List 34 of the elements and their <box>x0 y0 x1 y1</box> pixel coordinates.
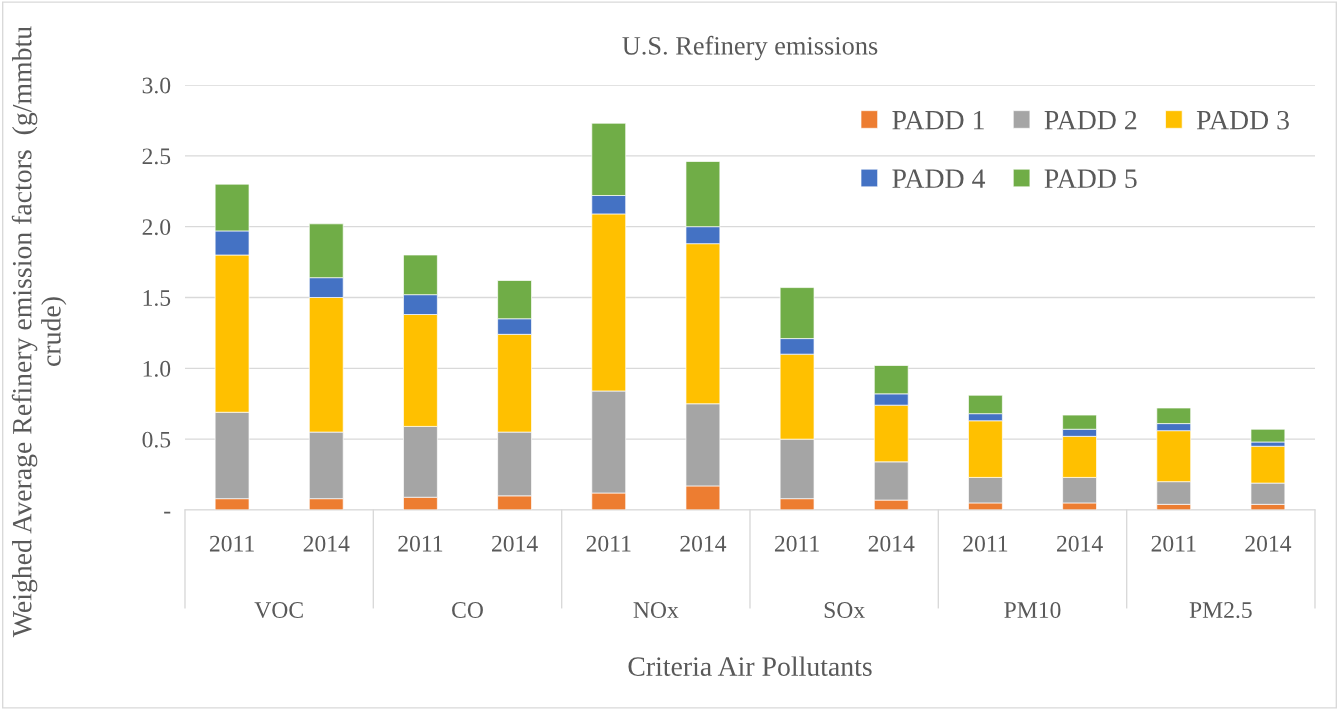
x-tick-label: 2014 <box>680 535 727 552</box>
x-tick-label: 2011 <box>774 535 819 552</box>
y-tick-label: 2.5 <box>142 148 171 165</box>
x-tick-label: 2014 <box>868 535 915 552</box>
text: PM2.5 <box>1189 602 1252 619</box>
text: NOx <box>633 602 679 618</box>
x-tick-label: 2011 <box>398 535 443 552</box>
x-tick-label: 2014 <box>1245 535 1292 552</box>
x-tick-label: 2014 <box>1057 535 1103 552</box>
legend-label: PADD 1 <box>892 110 984 130</box>
text: VOC <box>254 602 303 619</box>
legend-label: PADD 4 <box>892 169 986 188</box>
legend-label: PADD 2 <box>1044 110 1137 130</box>
x-tick-label: 2011 <box>963 535 1008 552</box>
legend-label: PADD 5 <box>1044 169 1137 189</box>
y-tick-label: 0.5 <box>142 431 171 448</box>
x-tick-label: 2011 <box>1151 535 1196 552</box>
x-tick-label: 2014 <box>303 535 350 552</box>
x-tick-label: 2014 <box>492 535 538 552</box>
y-tick-label: 3.0 <box>142 77 171 94</box>
text: SOx <box>824 602 865 618</box>
y-tick-label: 1.5 <box>143 290 171 307</box>
y-tick-label: - <box>164 511 171 514</box>
chart-title: U.S. Refinery emissions <box>622 35 878 61</box>
x-tick-label: 2011 <box>209 535 254 552</box>
x-tick-label: 2011 <box>586 535 631 552</box>
y-tick-label: 1.0 <box>143 360 171 377</box>
legend-label: PADD 3 <box>1196 110 1289 130</box>
text: PM10 <box>1004 602 1061 618</box>
text: CO <box>452 602 483 618</box>
x-axis-title: Criteria Air Pollutants <box>628 656 872 676</box>
y-axis-title: Weighed Average Refinery emission factors (g/mmbtu crude) <box>11 26 67 638</box>
bar <box>1250 428 1286 443</box>
y-tick-label: 2.0 <box>142 219 171 236</box>
